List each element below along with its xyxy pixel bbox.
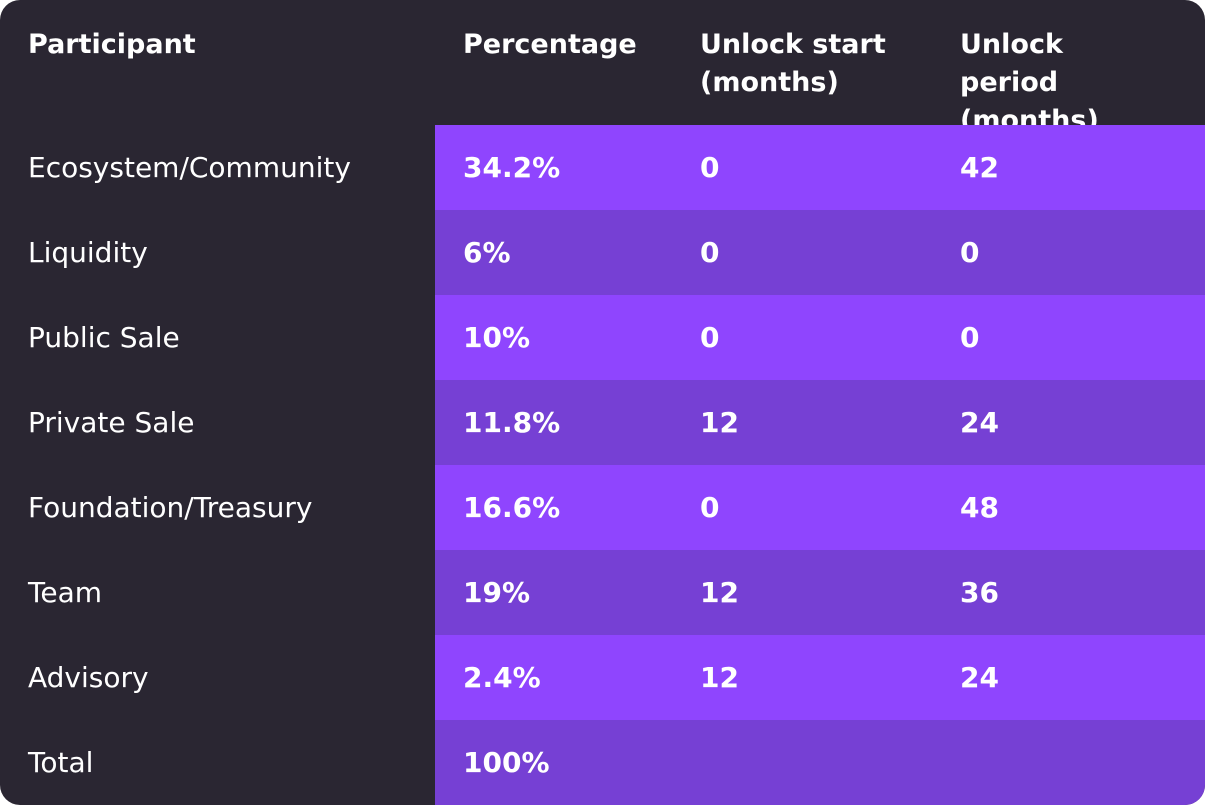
- table-row: Ecosystem/Community 34.2% 0 42: [0, 125, 1205, 210]
- value-cell: 34.2%: [435, 125, 672, 210]
- value-cell: 24: [932, 380, 1205, 465]
- value-cell: 16.6%: [435, 465, 672, 550]
- participant-cell: Foundation/Treasury: [28, 491, 313, 524]
- participant-cell: Advisory: [28, 661, 149, 694]
- header-cell: Unlock period (months): [960, 29, 1099, 136]
- value-cell: 24: [932, 635, 1205, 720]
- value-cell: 0: [672, 125, 932, 210]
- participant-cell: Liquidity: [28, 236, 148, 269]
- participant-cell: Team: [28, 576, 103, 609]
- table-row: Public Sale 10% 0 0: [0, 295, 1205, 380]
- header-cell: Percentage: [463, 29, 637, 60]
- participant-cell: Total: [28, 746, 94, 779]
- value-cell: 0: [932, 295, 1205, 380]
- participant-cell: Private Sale: [28, 406, 195, 439]
- table-row: Liquidity 6% 0 0: [0, 210, 1205, 295]
- value-cell: 100%: [435, 720, 672, 805]
- value-cell: 19%: [435, 550, 672, 635]
- empty-cell: [672, 720, 932, 805]
- value-cell: 12: [672, 635, 932, 720]
- value-cell: 0: [932, 210, 1205, 295]
- value-cell: 10%: [435, 295, 672, 380]
- header-cell: Participant: [28, 29, 196, 60]
- header-row: Participant Percentage Unlock start (month…: [0, 0, 1205, 136]
- value-cell: 36: [932, 550, 1205, 635]
- participant-cell: Ecosystem/Community: [28, 151, 351, 184]
- participant-cell: Public Sale: [28, 321, 180, 354]
- value-cell: 12: [672, 550, 932, 635]
- empty-cell: [932, 720, 1205, 805]
- value-cell: 12: [672, 380, 932, 465]
- value-cell: 6%: [435, 210, 672, 295]
- value-cell: 0: [672, 295, 932, 380]
- value-cell: 0: [672, 465, 932, 550]
- value-cell: 42: [932, 125, 1205, 210]
- table-row: Total 100%: [0, 720, 1205, 805]
- value-cell: 48: [932, 465, 1205, 550]
- value-cell: 11.8%: [435, 380, 672, 465]
- table-row: Team 19% 12 36: [0, 550, 1205, 635]
- table-row: Advisory 2.4% 12 24: [0, 635, 1205, 720]
- table-row: Foundation/Treasury 16.6% 0 48: [0, 465, 1205, 550]
- header-cell: Unlock start (months): [700, 29, 886, 98]
- value-cell: 0: [672, 210, 932, 295]
- value-cell: 2.4%: [435, 635, 672, 720]
- table-row: Private Sale 11.8% 12 24: [0, 380, 1205, 465]
